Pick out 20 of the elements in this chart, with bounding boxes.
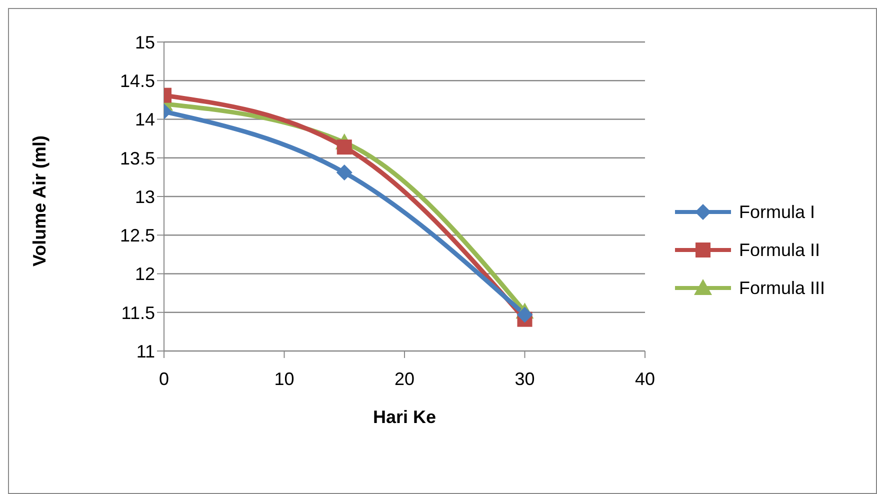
x-tick-label: 10 — [274, 368, 294, 389]
x-tick-label: 0 — [158, 368, 170, 389]
y-tick-label: 14.5 — [120, 71, 155, 92]
y-tick-label: 11.5 — [121, 302, 155, 323]
y-tick-label: 15 — [134, 32, 155, 52]
point — [516, 306, 533, 323]
x-tick-label: 40 — [634, 368, 656, 389]
y-tick-label: 13 — [134, 186, 155, 207]
x-axis-title: Hari Ke — [372, 407, 436, 427]
y-tick-label: 12.5 — [120, 226, 155, 246]
legend-label: Formula I — [739, 201, 816, 224]
y-tick-label: 13.5 — [120, 148, 155, 168]
y-tick-label: 12 — [134, 264, 155, 284]
x-tick-label: 20 — [394, 368, 415, 389]
legend-label: Formula III — [739, 277, 826, 300]
y-axis-title: Volume Air (ml) — [29, 135, 50, 266]
legend-label: Formula II — [739, 239, 820, 262]
y-tick-label: 11 — [136, 341, 155, 362]
y-tick-label: 14 — [134, 110, 155, 130]
x-tick-label: 30 — [514, 368, 535, 389]
